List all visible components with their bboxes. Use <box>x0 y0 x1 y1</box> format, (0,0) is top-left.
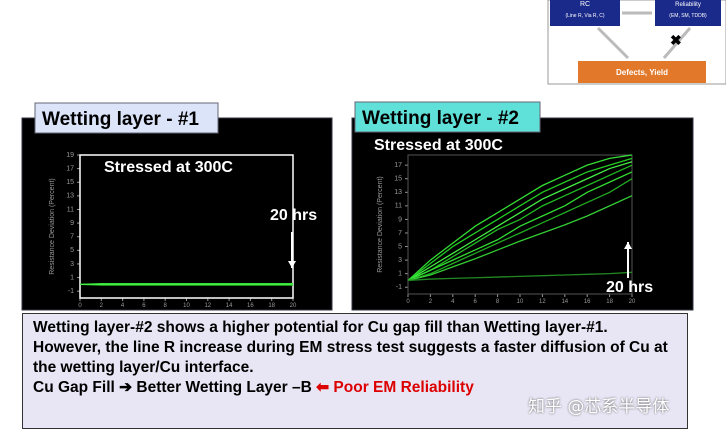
plot-frame <box>79 154 294 299</box>
chart-panel <box>21 117 333 311</box>
x-tick-label: 16 <box>584 299 591 305</box>
node-label: RC <box>580 1 590 8</box>
caption-line: Wetting layer-#2 shows a higher potentia… <box>33 319 608 336</box>
x-tick-label: 18 <box>606 299 613 305</box>
annotation: 20 hrs <box>606 279 653 296</box>
diagram-node <box>578 61 706 83</box>
diagram-node <box>655 0 721 26</box>
x-tick-label: 4 <box>121 303 125 309</box>
x-tick-label: 20 <box>629 299 636 305</box>
caption-line: However, the line R increase during EM s… <box>33 339 668 376</box>
conclusion: Cu Gap Fill ➔ Better Wetting Layer –B <box>33 379 312 396</box>
series-line <box>407 157 633 281</box>
y-tick-label: 17 <box>66 165 74 172</box>
x-tick-label: 10 <box>183 303 190 309</box>
y-tick-label: 1 <box>70 274 74 281</box>
x-tick-label: 0 <box>78 303 82 309</box>
diagram-arrow <box>662 27 692 59</box>
chart-panel <box>351 117 694 311</box>
x-tick-label: 16 <box>247 303 254 309</box>
x-tick-label: 12 <box>204 303 211 309</box>
caption-conclusion: Cu Gap Fill ➔ Better Wetting Layer –B ⬅ … <box>33 378 677 398</box>
x-tick-label: 8 <box>164 303 168 309</box>
x-tick-label: 4 <box>451 299 455 305</box>
y-tick-label: 1 <box>398 271 402 278</box>
arrow-head <box>624 242 632 249</box>
y-tick-label: 9 <box>398 216 402 223</box>
warning: ⬅ Poor EM Reliability <box>316 379 474 396</box>
y-axis-label: Resistance Deviation (Percent) <box>49 178 56 275</box>
y-tick-label: 15 <box>394 176 402 183</box>
y-tick-label: 13 <box>66 193 74 200</box>
series-line <box>407 178 633 282</box>
x-tick-label: 12 <box>539 299 546 305</box>
series-line <box>407 271 633 282</box>
y-axis-label: Resistance Deviation (Percent) <box>377 176 384 273</box>
x-tick-label: 2 <box>429 299 433 305</box>
x-tick-label: 20 <box>290 303 297 309</box>
caption-box: Wetting layer-#2 shows a higher potentia… <box>22 313 688 429</box>
x-tick-label: 2 <box>100 303 104 309</box>
node-label: Defects, Yield <box>616 68 668 77</box>
chart-title: Wetting layer - #1 <box>42 109 199 130</box>
series-line <box>407 171 633 282</box>
annotation: Stressed at 300C <box>374 137 503 154</box>
x-tick-label: 18 <box>268 303 275 309</box>
x-tick-label: 6 <box>474 299 478 305</box>
x-tick-label: 14 <box>561 299 568 305</box>
series-line <box>79 283 293 286</box>
y-tick-label: 5 <box>398 243 402 250</box>
title-box <box>34 102 219 134</box>
node-label: Reliability <box>675 2 701 8</box>
series-line <box>407 161 633 281</box>
y-tick-label: 9 <box>70 220 74 227</box>
annotation: Stressed at 300C <box>104 159 233 176</box>
y-tick-label: -1 <box>396 284 402 291</box>
diagram-node <box>550 0 620 26</box>
x-tick-label: 10 <box>517 299 524 305</box>
series-line <box>407 154 633 281</box>
chart-title: Wetting layer - #2 <box>362 108 519 129</box>
y-tick-label: 3 <box>70 261 74 268</box>
y-tick-label: 17 <box>394 162 402 169</box>
x-tick-label: 0 <box>406 299 410 305</box>
node-sub: (EM, SM, TDDB) <box>669 13 707 19</box>
diagram-arrow <box>596 26 630 60</box>
x-tick-label: 8 <box>496 299 500 305</box>
series-line <box>79 283 293 286</box>
y-tick-label: 15 <box>66 179 74 186</box>
y-tick-label: -1 <box>68 288 74 295</box>
plot-frame <box>407 154 633 295</box>
y-tick-label: 11 <box>67 206 74 213</box>
series-line <box>407 164 633 282</box>
y-tick-label: 13 <box>394 189 402 196</box>
x-tick-label: 14 <box>226 303 233 309</box>
watermark: 知乎 @芯系半导体 <box>528 397 670 417</box>
y-tick-label: 5 <box>70 247 74 254</box>
title-box <box>354 101 541 133</box>
y-tick-label: 7 <box>398 230 402 237</box>
node-sub: (Line R, Via R, C) <box>565 13 604 19</box>
diagram-cross: ✖ <box>670 32 682 48</box>
y-tick-label: 3 <box>398 257 402 264</box>
arrow-head <box>288 261 296 268</box>
x-tick-label: 6 <box>142 303 146 309</box>
y-tick-label: 7 <box>70 234 74 241</box>
y-tick-label: 11 <box>395 203 402 210</box>
y-tick-label: 19 <box>66 152 74 159</box>
series-line <box>407 195 633 282</box>
annotation: 20 hrs <box>270 207 317 224</box>
